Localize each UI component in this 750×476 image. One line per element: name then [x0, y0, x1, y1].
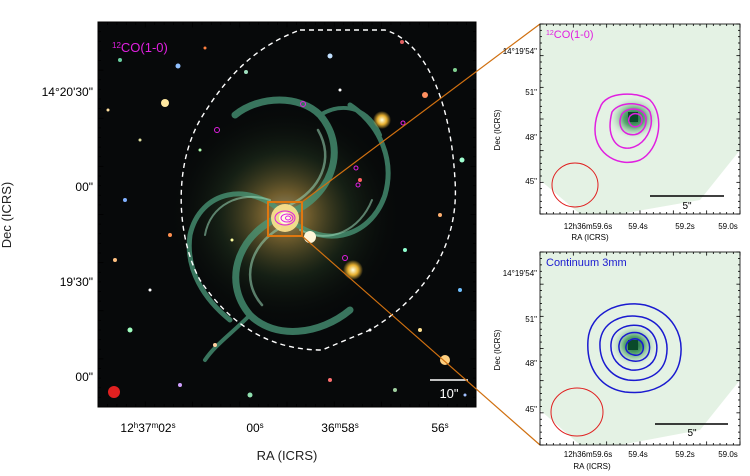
main-y-tick-label: 00" [75, 180, 93, 194]
inset-co-x-axis-label: RA (ICRS) [571, 233, 609, 242]
inset-continuum-x-tick-label: 12h36m59.6s [564, 450, 612, 459]
central-co-contours [274, 210, 296, 226]
inset-co-beam [551, 162, 599, 208]
inset-continuum-scale-bar-label: 5" [687, 428, 697, 439]
spiral-arms [186, 96, 391, 362]
inset-co-y-tick-label: 51" [525, 88, 537, 97]
inset-continuum-y-axis-label: Dec (ICRS) [493, 329, 502, 370]
inset-co-x-tick-label: 59.0s [718, 222, 738, 231]
inset-continuum-x-tick-label: 59.2s [675, 450, 695, 459]
main-y-tick-label: 14°20'30" [42, 85, 93, 99]
inset-co-tracer-label: 12CO(1-0) [546, 29, 594, 41]
inset-co-panel: 5" 12CO(1-0) Dec (ICRS) 14°19'54" 51" 48… [493, 23, 741, 242]
beam-ellipse [108, 386, 120, 398]
main-tracer-label: 12CO(1-0) [112, 40, 168, 55]
main-axis-ticks [97, 21, 477, 408]
main-y-tick-label: 00" [75, 370, 93, 384]
inset-continuum-x-axis-label: RA (ICRS) [573, 462, 611, 471]
zoom-connectors [301, 23, 541, 446]
inset-continuum-tracer-label: Continuum 3mm [546, 257, 627, 269]
inset-continuum-y-tick-label: 51" [525, 315, 537, 324]
main-x-tick-label: 36m58s [321, 421, 358, 436]
star [373, 111, 391, 129]
inset-continuum-beam [550, 387, 604, 437]
inset-co-x-tick-label: 59.4s [628, 222, 648, 231]
main-y-axis-label: Dec (ICRS) [0, 182, 14, 248]
main-x-tick-label: 12h37m02s [120, 421, 175, 436]
inset-co-y-tick-label: 45" [525, 177, 537, 186]
star [304, 231, 316, 243]
star [343, 260, 363, 280]
main-image-panel: 12CO(1-0) 10" Dec (ICRS) RA (ICRS) 14°20… [0, 21, 477, 463]
inset-co-y-axis-label: Dec (ICRS) [493, 109, 502, 150]
main-x-axis-label: RA (ICRS) [257, 448, 318, 463]
main-y-tick-label: 19'30" [60, 275, 93, 289]
inset-continuum-y-tick-label: 48" [525, 359, 537, 368]
main-x-tick-label: 56s [431, 421, 448, 436]
inset-continuum-x-tick-label: 59.4s [628, 450, 648, 459]
main-scale-bar-label: 10" [439, 386, 458, 401]
inset-co-axis-ticks [539, 23, 741, 215]
inset-co-scale-bar-label: 5" [682, 201, 692, 212]
field-sources [106, 40, 467, 398]
inset-continuum-y-tick-label: 14°19'54" [503, 269, 537, 278]
inset-continuum-panel: 5" Continuum 3mm Dec (ICRS) 14°19'54" 51… [493, 251, 741, 471]
inset-co-y-tick-label: 14°19'54" [503, 47, 537, 56]
inset-co-peak [628, 112, 638, 122]
inset-continuum-contours [587, 303, 682, 394]
inset-co-y-tick-label: 48" [525, 133, 537, 142]
zoom-region-box [267, 201, 303, 237]
co-clumps [214, 101, 406, 261]
observation-footprint [180, 29, 457, 351]
inset-continuum-axis-ticks [539, 251, 741, 446]
inset-co-x-tick-label: 59.2s [675, 222, 695, 231]
main-x-tick-label: 00s [246, 421, 263, 436]
star [161, 99, 169, 107]
inset-co-x-tick-label: 12h36m59.6s [564, 222, 612, 231]
star [440, 355, 450, 365]
inset-continuum-peak [628, 340, 638, 350]
inset-continuum-x-tick-label: 59.0s [718, 450, 738, 459]
inset-co-contours [594, 93, 660, 164]
inset-continuum-y-tick-label: 45" [525, 405, 537, 414]
star [422, 92, 428, 98]
